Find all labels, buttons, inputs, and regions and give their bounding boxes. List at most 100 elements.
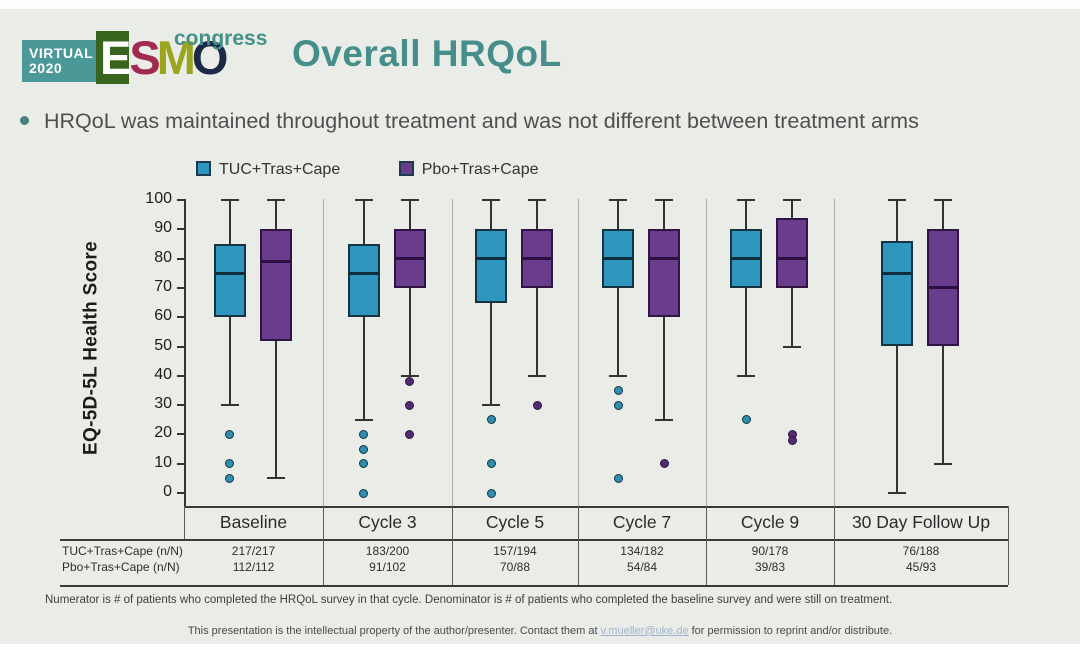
panel-separator	[834, 199, 835, 506]
boxplot-plot-area: 0 10 20 30 40 50 60 70 80 90 100	[145, 190, 1008, 506]
outlier-dot	[225, 429, 234, 439]
x-category-label: 30 Day Follow Up	[851, 512, 991, 532]
box-pbo	[776, 217, 808, 288]
label-row-vertical-rule	[184, 506, 185, 539]
table-cell: 217/217	[231, 544, 276, 558]
y-tick-mark	[177, 257, 184, 260]
median-line	[477, 257, 505, 261]
whisker-line	[536, 200, 538, 376]
table-cell: 54/84	[626, 560, 658, 574]
whisker-cap-bottom	[528, 374, 546, 377]
box-tuc	[881, 241, 913, 347]
table-row-label: TUC+Tras+Cape (n/N)	[62, 544, 183, 558]
whisker-line	[490, 200, 492, 406]
esmo-letter-e: E	[96, 31, 131, 84]
box-pbo	[648, 229, 680, 318]
table-vertical-rule	[452, 539, 453, 585]
x-category-label: Baseline	[219, 512, 288, 532]
virtual-2020-badge: VIRTUAL 2020	[22, 40, 96, 82]
table-cell: 45/93	[905, 560, 937, 574]
y-tick-label: 20	[154, 424, 172, 442]
copyright-footer: This presentation is the intellectual pr…	[0, 625, 1080, 637]
whisker-line	[896, 200, 898, 493]
whisker-cap-bottom	[655, 418, 673, 421]
chart-legend: TUC+Tras+Cape Pbo+Tras+Cape	[196, 161, 593, 179]
y-tick-label: 30	[154, 395, 172, 413]
y-tick-label: 80	[154, 248, 172, 266]
whisker-cap-bottom	[354, 418, 373, 421]
whisker-cap-bottom	[737, 374, 755, 377]
tuc-color-swatch	[196, 161, 211, 176]
outlier-dot	[359, 444, 368, 454]
key-message: HRQoL was maintained throughout treatmen…	[20, 109, 1070, 134]
median-line	[778, 257, 806, 261]
y-tick-label: 0	[163, 483, 172, 500]
outlier-dot	[787, 435, 797, 445]
y-axis-title: EQ-5D-5L Health Score	[80, 241, 102, 455]
virtual-year: 2020	[29, 60, 63, 76]
box-tuc	[475, 229, 507, 303]
esmo-wordmark: ESMO	[96, 29, 228, 87]
table-vertical-rule	[706, 539, 707, 585]
pbo-color-swatch	[398, 161, 414, 176]
y-tick-mark	[177, 286, 184, 289]
outlier-dot	[405, 377, 414, 387]
median-line	[604, 257, 632, 261]
y-tick-mark	[177, 433, 184, 436]
median-line	[261, 260, 290, 264]
congress-label: congress	[174, 27, 268, 50]
virtual-label: VIRTUAL	[29, 45, 94, 61]
label-row-vertical-rule	[834, 506, 835, 539]
bullet-icon	[20, 115, 29, 125]
table-cell: 39/83	[754, 560, 786, 574]
median-line	[929, 286, 957, 290]
whisker-cap-bottom	[482, 404, 500, 407]
whisker-cap-top	[354, 199, 373, 201]
y-tick-label: 40	[154, 365, 172, 383]
footer-text-pre: This presentation is the intellectual pr…	[187, 625, 601, 637]
table-vertical-rule	[578, 539, 579, 585]
whisker-cap-bottom	[220, 404, 239, 407]
outlier-dot	[486, 459, 496, 469]
whisker-cap-top	[655, 199, 673, 201]
whisker-cap-bottom	[400, 374, 419, 377]
esmo-letter-s: S	[129, 31, 160, 84]
median-line	[395, 257, 424, 261]
box-pbo	[259, 229, 292, 341]
whisker-cap-top	[266, 199, 285, 201]
x-category-label: Cycle 3	[358, 512, 417, 532]
y-tick-mark	[177, 404, 184, 407]
box-tuc	[213, 243, 246, 318]
outlier-dot	[359, 459, 368, 469]
legend-label-tuc: TUC+Tras+Cape	[219, 161, 341, 178]
outlier-dot	[613, 385, 623, 395]
whisker-cap-top	[783, 199, 801, 201]
whisker-cap-bottom	[609, 374, 627, 377]
outlier-dot	[741, 415, 751, 425]
median-line	[732, 257, 760, 261]
table-cell: 91/102	[369, 560, 406, 574]
y-tick-label: 70	[154, 277, 172, 295]
contact-email-link[interactable]: v.mueller@uke.de	[600, 625, 689, 637]
whisker-cap-bottom	[934, 462, 952, 465]
esmo-letter-m: M	[156, 31, 196, 84]
outlier-dot	[486, 415, 496, 425]
median-line	[215, 271, 244, 275]
panel-separator	[706, 199, 707, 506]
whisker-cap-top	[482, 199, 500, 201]
label-row-vertical-rule	[452, 506, 453, 539]
table-cell: 112/112	[232, 560, 275, 574]
whisker-line	[745, 200, 747, 376]
label-row-vertical-rule	[578, 506, 579, 539]
outlier-dot	[359, 488, 368, 498]
page-title: Overall HRQoL	[292, 33, 562, 74]
median-line	[883, 271, 911, 275]
panel-separator	[578, 199, 579, 506]
y-tick-mark	[177, 374, 184, 377]
table-cell: 183/200	[365, 544, 410, 558]
y-tick-mark	[177, 316, 184, 319]
y-tick-mark	[177, 228, 184, 231]
y-tick-label: 10	[154, 453, 172, 471]
outlier-dot	[225, 473, 234, 483]
table-cell: 157/194	[493, 544, 537, 558]
